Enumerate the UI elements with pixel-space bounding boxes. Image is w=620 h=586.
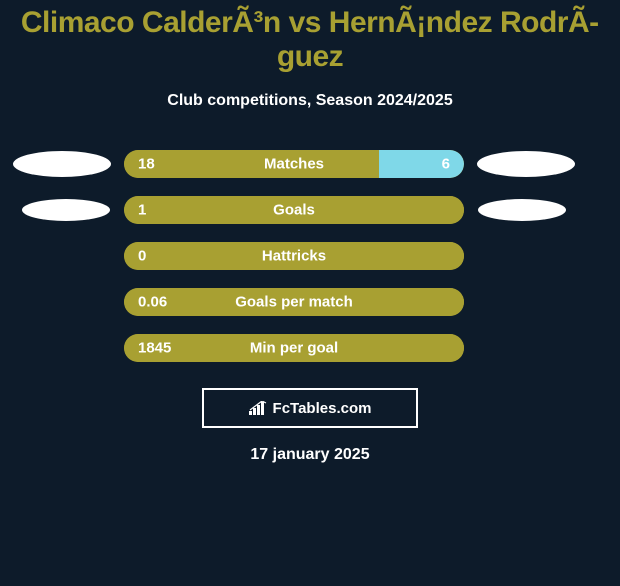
stat-bar-right	[379, 150, 464, 178]
stat-row: 18 6 Matches	[12, 150, 608, 178]
player-ellipse-left	[22, 199, 110, 221]
stat-metric-label: Hattricks	[262, 248, 326, 265]
stat-value-right: 6	[442, 156, 450, 173]
comparison-chart: 18 6 Matches 1 Goals 0 Hattricks 0.06 Goals per …	[0, 150, 620, 362]
left-slot	[12, 151, 112, 177]
stat-bar-left	[124, 150, 379, 178]
stat-bar: 1845 Min per goal	[124, 334, 464, 362]
page-subtitle: Club competitions, Season 2024/2025	[0, 92, 620, 110]
bar-chart-icon	[249, 401, 267, 415]
stat-bar: 1 Goals	[124, 196, 464, 224]
left-slot	[12, 199, 112, 221]
right-slot	[476, 199, 576, 221]
stat-value-left: 0.06	[138, 294, 167, 311]
stat-metric-label: Matches	[264, 156, 324, 173]
stat-row: 0.06 Goals per match	[12, 288, 608, 316]
page-title: Climaco CalderÃ³n vs HernÃ¡ndez RodrÃ­gu…	[0, 6, 620, 74]
stat-bar: 0.06 Goals per match	[124, 288, 464, 316]
brand-text: FcTables.com	[273, 400, 372, 417]
stat-row: 1 Goals	[12, 196, 608, 224]
right-slot	[476, 151, 576, 177]
stat-bar: 0 Hattricks	[124, 242, 464, 270]
stat-metric-label: Min per goal	[250, 340, 338, 357]
date-label: 17 january 2025	[0, 446, 620, 464]
player-ellipse-right	[477, 151, 575, 177]
stat-metric-label: Goals per match	[235, 294, 353, 311]
stat-value-left: 0	[138, 248, 146, 265]
stat-bar: 18 6 Matches	[124, 150, 464, 178]
stat-row: 1845 Min per goal	[12, 334, 608, 362]
stat-value-left: 1845	[138, 340, 171, 357]
player-ellipse-left	[13, 151, 111, 177]
stat-value-left: 18	[138, 156, 155, 173]
stat-row: 0 Hattricks	[12, 242, 608, 270]
stat-value-left: 1	[138, 202, 146, 219]
player-ellipse-right	[478, 199, 566, 221]
stat-metric-label: Goals	[273, 202, 315, 219]
brand-badge[interactable]: FcTables.com	[202, 388, 418, 428]
